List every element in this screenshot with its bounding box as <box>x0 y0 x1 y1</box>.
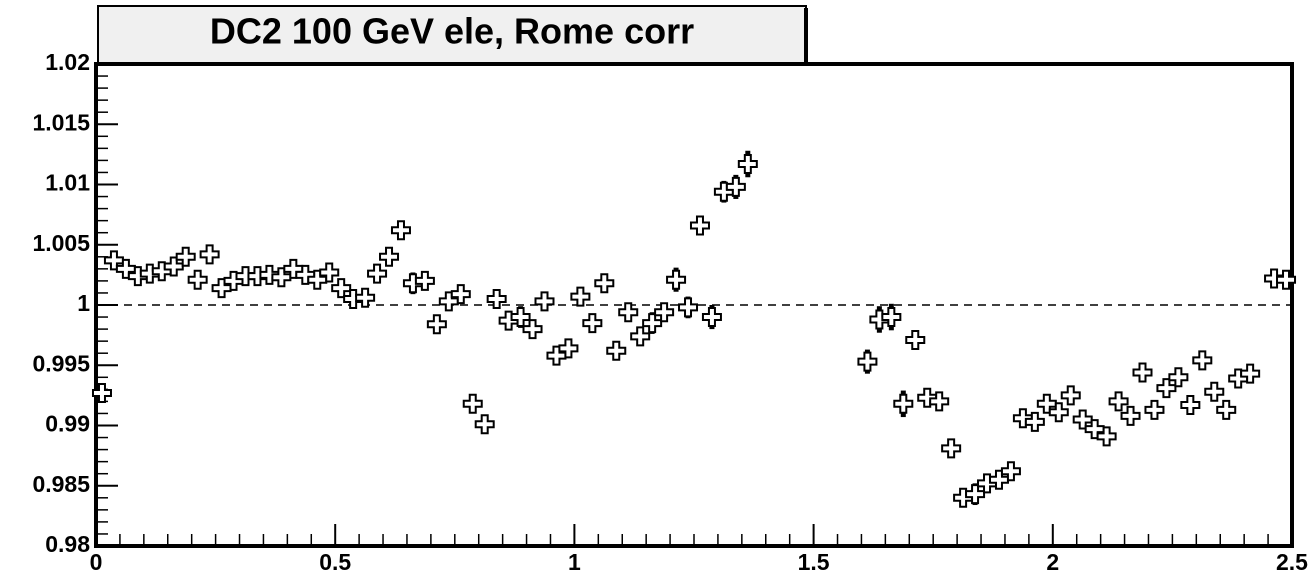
x-tick-label: 2 <box>1046 549 1059 575</box>
marker <box>630 326 651 347</box>
y-tick-label: 1.01 <box>45 170 90 196</box>
marker <box>462 393 483 414</box>
marker <box>486 288 507 309</box>
marker <box>965 484 986 505</box>
marker <box>355 287 376 308</box>
marker <box>379 246 400 267</box>
marker <box>666 269 687 290</box>
marker <box>881 307 902 328</box>
marker <box>988 469 1009 490</box>
marker <box>1216 399 1237 420</box>
marker <box>1108 391 1129 412</box>
marker <box>438 291 459 312</box>
marker <box>1276 269 1297 290</box>
marker <box>450 284 471 305</box>
marker <box>414 270 435 291</box>
marker <box>163 256 184 277</box>
y-tick-label: 1.02 <box>45 49 90 75</box>
marker <box>1120 405 1141 426</box>
marker <box>175 246 196 267</box>
marker <box>941 438 962 459</box>
marker <box>1096 426 1117 447</box>
x-tick-label: 0 <box>90 549 103 575</box>
marker <box>618 302 639 323</box>
marker <box>917 387 938 408</box>
x-tick-label: 1 <box>568 549 581 575</box>
y-tick-label: 1.005 <box>32 230 90 256</box>
marker <box>582 313 603 334</box>
marker <box>893 393 914 414</box>
marker <box>474 414 495 435</box>
title-box <box>97 5 807 65</box>
marker <box>642 313 663 334</box>
marker <box>307 269 328 290</box>
marker <box>331 278 352 299</box>
marker <box>678 297 699 318</box>
marker <box>1204 381 1225 402</box>
chart-title: DC2 100 GeV ele, Rome corr <box>210 11 694 52</box>
marker <box>905 329 926 350</box>
marker <box>390 220 411 241</box>
marker <box>1060 385 1081 406</box>
marker <box>701 307 722 328</box>
x-tick-label: 0.5 <box>319 549 351 575</box>
marker <box>606 340 627 361</box>
marker <box>654 302 675 323</box>
marker <box>1240 363 1261 384</box>
marker <box>1048 402 1069 423</box>
marker <box>319 262 340 283</box>
x-tick-label: 1.5 <box>798 549 830 575</box>
marker <box>1132 362 1153 383</box>
marker <box>737 154 758 175</box>
marker <box>1156 378 1177 399</box>
marker <box>1168 367 1189 388</box>
marker <box>534 291 555 312</box>
marker <box>570 286 591 307</box>
marker <box>1180 395 1201 416</box>
marker <box>558 338 579 359</box>
marker <box>857 351 878 372</box>
marker <box>199 244 220 265</box>
marker <box>426 314 447 335</box>
marker <box>271 267 292 288</box>
marker <box>211 278 232 299</box>
marker <box>546 345 567 366</box>
marker <box>259 264 280 285</box>
y-tick-label: 1 <box>77 290 90 316</box>
marker <box>1012 408 1033 429</box>
y-tick-label: 1.015 <box>32 109 90 135</box>
x-tick-label: 2.5 <box>1276 549 1308 575</box>
marker <box>594 273 615 294</box>
marker <box>187 269 208 290</box>
y-tick-label: 0.985 <box>32 471 90 497</box>
marker <box>1024 411 1045 432</box>
marker <box>1264 268 1285 289</box>
marker <box>1192 350 1213 371</box>
marker <box>725 176 746 197</box>
y-tick-label: 0.995 <box>32 350 90 376</box>
marker <box>689 215 710 236</box>
marker <box>295 264 316 285</box>
y-tick-label: 0.98 <box>45 531 90 557</box>
marker <box>91 382 112 403</box>
marker <box>1144 399 1165 420</box>
marker <box>367 263 388 284</box>
marker <box>929 391 950 412</box>
marker <box>1000 461 1021 482</box>
marker <box>522 319 543 340</box>
y-tick-label: 0.99 <box>45 411 90 437</box>
